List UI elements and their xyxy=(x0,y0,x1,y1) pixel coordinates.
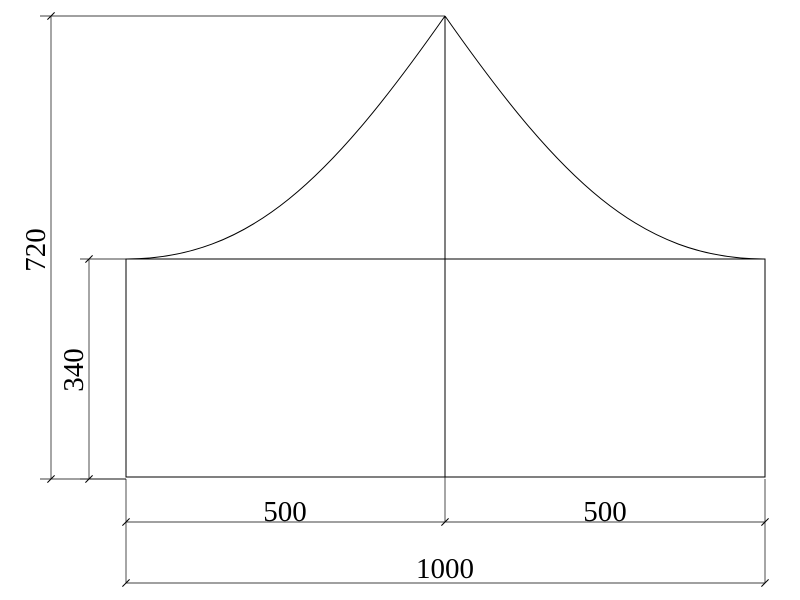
svg-text:720: 720 xyxy=(20,228,52,272)
svg-text:500: 500 xyxy=(583,496,627,528)
svg-text:340: 340 xyxy=(58,348,90,392)
svg-text:500: 500 xyxy=(263,496,307,528)
svg-text:1000: 1000 xyxy=(416,553,474,585)
